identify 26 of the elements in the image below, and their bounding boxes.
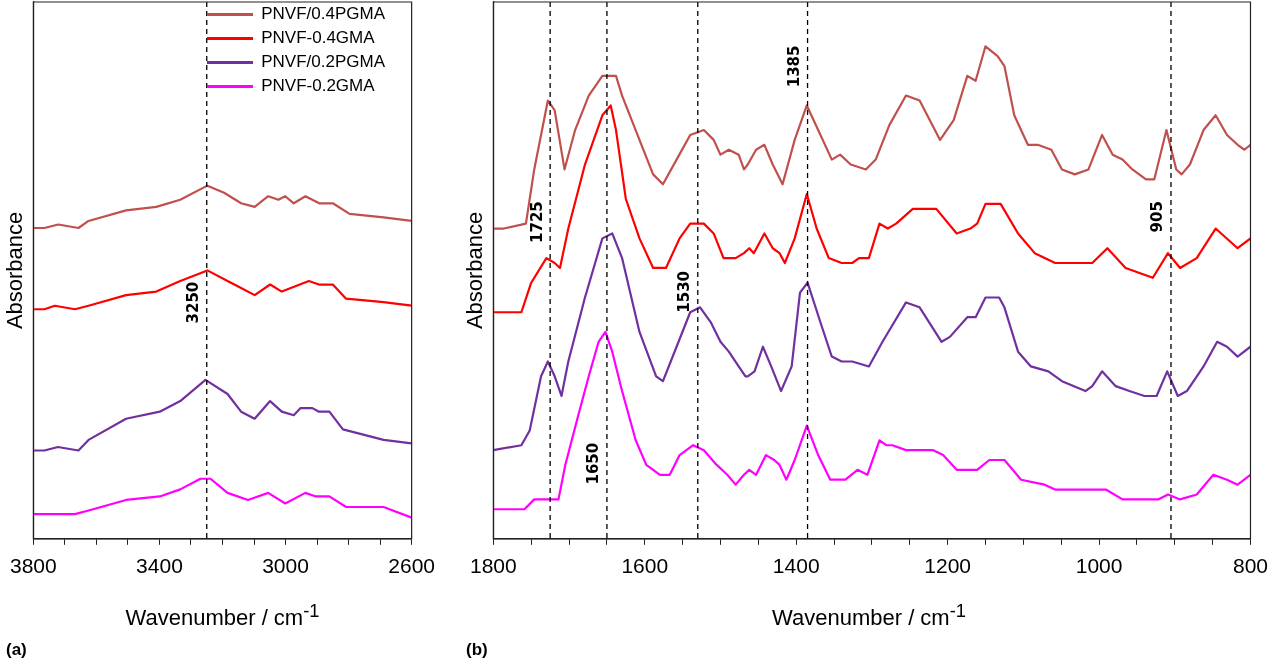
ref-line-label: 3250 [184,281,203,324]
ref-line-label: 1650 [584,442,603,485]
x-tick-label: 1400 [772,554,820,578]
y-axis-title: Absorbance [462,211,488,330]
x-axis-title: Wavenumber / cm$^{-1}$ [124,600,321,632]
x-tick-label: 1000 [1075,554,1123,578]
x-tick-label: 1800 [470,554,517,578]
ref-line-label: 1385 [784,45,803,88]
x-tick-label: 1600 [621,554,669,578]
legend-label: PNVF/0.2PGMA [261,51,385,73]
text: (a) [6,640,27,660]
x-tick-label: 3000 [262,554,309,578]
legend-label: PNVF-0.2GMA [261,75,375,97]
x-tick-label: 2600 [388,554,435,578]
y-axis-title: Absorbance [2,211,28,330]
x-axis-title: Wavenumber / cm$^{-1}$ [771,600,967,632]
x-tick-label: 800 [1232,554,1268,578]
ref-line-label: 1725 [527,201,546,243]
x-tick-label: 1200 [924,554,971,578]
legend-label: PNVF-0.4GMA [261,27,375,49]
x-tick-label: 3400 [136,554,183,578]
ref-line-label: 905 [1148,201,1167,233]
ref-line-label: 1530 [675,271,694,313]
text: (b) [466,640,488,660]
legend-label: PNVF/0.4PGMA [261,3,385,25]
x-tick-label: 3800 [10,554,57,578]
